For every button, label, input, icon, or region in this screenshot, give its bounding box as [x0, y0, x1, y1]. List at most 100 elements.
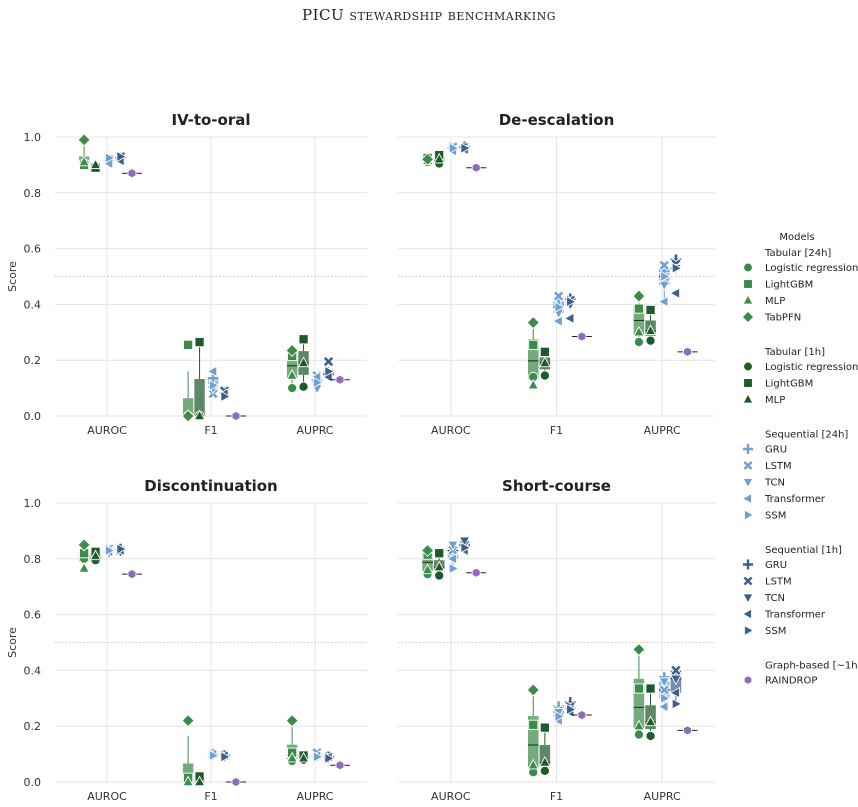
- point-ssm: [312, 751, 324, 763]
- legend-marker-lightgbm: [743, 378, 753, 388]
- y-axis-label: Score: [6, 627, 19, 658]
- point-mlp: [286, 369, 298, 380]
- point-mlp: [433, 152, 446, 164]
- point-raindrop: [471, 162, 481, 173]
- point-lightgbm: [539, 346, 550, 357]
- y-tick-label: 0.4: [24, 664, 42, 677]
- point-ssm: [566, 295, 577, 308]
- point-lightgbm: [434, 548, 445, 559]
- y-tick-label: 0.6: [24, 243, 42, 256]
- point-mlp: [297, 356, 310, 368]
- point-transformer: [669, 287, 681, 300]
- point-tabpfn: [632, 289, 646, 303]
- panel-discontinuation: Discontinuation 0.0 0.2 0.4 0.6 0.8 1.0 Score AU…: [6, 477, 367, 803]
- box: [286, 354, 298, 379]
- x-tick-label: AUROC: [87, 424, 127, 437]
- x-tick-label: F1: [204, 790, 217, 803]
- y-tick-label: 0.0: [24, 410, 42, 423]
- point-lightgbm: [183, 339, 194, 350]
- point-lightgbm: [528, 339, 539, 350]
- point-logistic-regression: [434, 570, 445, 581]
- point-ssm: [671, 698, 683, 710]
- point-raindrop: [471, 567, 481, 578]
- legend-marker-logistic-regression: [743, 262, 753, 273]
- point-ssm: [671, 262, 683, 274]
- panel-iv-to-oral: IV-to-oral 0.0 0.2 0.4 0.6 0.8 1.0 Score AUROC F1…: [6, 111, 367, 437]
- x-tick-label: F1: [550, 424, 563, 437]
- point-raindrop: [683, 725, 692, 736]
- point-transformer: [657, 295, 669, 308]
- point-logistic-regression: [287, 383, 298, 394]
- legend-item-label: GRU: [765, 560, 787, 571]
- legend-marker-tcn: [742, 593, 754, 604]
- point-transformer: [206, 365, 218, 378]
- point-lightgbm: [633, 303, 644, 314]
- legend-group-title: Graph-based [~1h]: [765, 661, 858, 672]
- point-tabpfn: [285, 714, 299, 728]
- legend-marker-mlp: [742, 294, 754, 305]
- point-ssm: [554, 710, 566, 723]
- legend-marker-ssm: [744, 624, 755, 637]
- legend-marker-lightgbm: [743, 279, 753, 289]
- point-ssm: [116, 150, 127, 163]
- point-ssm: [554, 301, 566, 314]
- point-logistic-regression: [645, 335, 656, 346]
- point-ssm: [448, 562, 460, 575]
- figure-suptitle: PICU stewardship benchmarking: [302, 6, 556, 24]
- point-ssm: [660, 270, 671, 283]
- point-ssm: [460, 541, 472, 554]
- legend-marker-lstm: [742, 575, 754, 587]
- point-ssm: [220, 390, 231, 403]
- y-tick-label: 0.6: [24, 609, 42, 622]
- point-lightgbm: [528, 719, 539, 730]
- point-logistic-regression: [645, 730, 656, 742]
- legend-item-label: RAINDROP: [765, 676, 817, 687]
- legend-marker-mlp: [742, 393, 754, 404]
- y-tick-label: 1.0: [24, 131, 42, 144]
- point-ssm: [324, 365, 335, 378]
- legend-title: Models: [779, 232, 814, 243]
- x-tick-label: AUROC: [431, 424, 471, 437]
- point-logistic-regression: [633, 337, 644, 348]
- point-lightgbm: [539, 722, 550, 733]
- panel-title: De-escalation: [499, 111, 615, 129]
- point-tabpfn: [526, 683, 540, 697]
- legend-marker-gru: [742, 558, 754, 571]
- point-tabpfn: [632, 642, 646, 657]
- point-lstm: [552, 290, 565, 302]
- legend-item-label: TCN: [764, 593, 785, 604]
- point-ssm: [104, 152, 116, 164]
- point-ssm: [660, 692, 671, 705]
- legend-marker-lstm: [742, 459, 754, 472]
- legend-marker-transformer: [741, 492, 752, 505]
- legend-item-label: SSM: [765, 626, 786, 637]
- box: [633, 678, 645, 729]
- point-raindrop: [577, 331, 587, 342]
- point-transformer: [669, 686, 681, 699]
- legend-group-title: Sequential [1h]: [765, 545, 842, 556]
- legend-item-label: TCN: [764, 478, 785, 489]
- legend-item-label: Logistic regression: [765, 362, 858, 373]
- box: [194, 379, 205, 416]
- point-tabpfn: [285, 343, 299, 358]
- legend-item-label: Transformer: [764, 494, 826, 505]
- point-tabpfn: [526, 315, 540, 330]
- point-mlp: [89, 158, 102, 170]
- panel-title: Discontinuation: [144, 477, 277, 495]
- point-mlp: [527, 758, 540, 770]
- point-mlp: [433, 560, 446, 572]
- point-mlp: [78, 155, 90, 167]
- legend-marker-tcn: [742, 478, 754, 489]
- point-transformer: [657, 700, 669, 713]
- y-tick-label: 0.2: [24, 720, 42, 733]
- point-mlp: [421, 563, 434, 575]
- point-lightgbm: [194, 337, 205, 348]
- legend-group-title: Sequential [24h]: [765, 430, 848, 441]
- box: [182, 398, 194, 416]
- point-raindrop: [683, 346, 692, 357]
- point-transformer: [446, 552, 458, 565]
- point-raindrop: [335, 760, 345, 771]
- point-lightgbm: [645, 304, 656, 316]
- point-raindrop: [127, 569, 137, 580]
